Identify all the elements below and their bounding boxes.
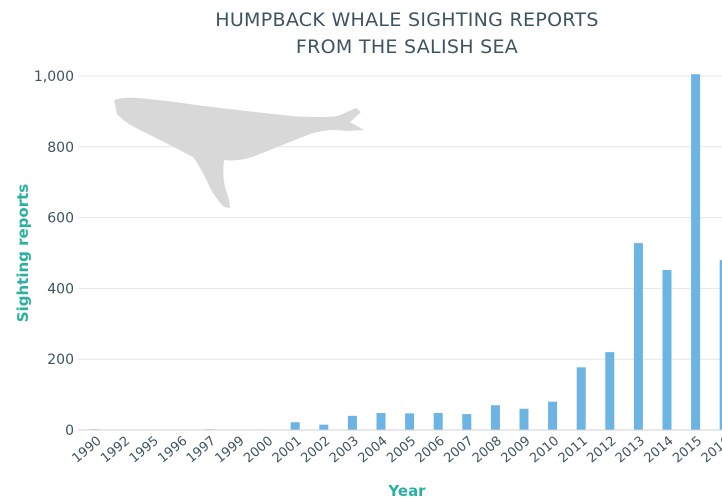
x-axis-ticks: 1990199219951996199719992000200120022003… — [70, 434, 722, 467]
x-tick-label: 1992 — [98, 434, 133, 467]
x-tick-label: 2015 — [670, 434, 705, 467]
x-tick-label: 2012 — [584, 434, 619, 467]
x-tick-label: 2006 — [413, 434, 448, 467]
bar — [719, 260, 722, 430]
bar — [462, 414, 472, 430]
bar — [691, 74, 701, 430]
y-tick-label: 400 — [47, 281, 74, 297]
bar — [576, 367, 586, 430]
bar — [433, 413, 443, 430]
x-tick-label: 2009 — [499, 434, 534, 467]
x-tick-label: 2004 — [356, 434, 391, 467]
bar — [605, 352, 615, 430]
x-tick-label: 2016 — [699, 434, 722, 467]
x-tick-label: 1997 — [184, 434, 219, 467]
x-tick-label: 2013 — [613, 434, 648, 467]
bar — [405, 413, 415, 430]
bars — [90, 74, 722, 431]
bar — [633, 243, 643, 430]
x-axis-label: Year — [387, 482, 426, 499]
y-axis-label: Sighting reports — [14, 184, 32, 322]
bar — [319, 424, 329, 430]
x-tick-label: 1996 — [155, 434, 190, 467]
x-tick-label: 1999 — [213, 434, 248, 467]
x-tick-label: 2003 — [327, 434, 362, 467]
bar — [290, 422, 300, 430]
bar — [662, 269, 672, 430]
y-tick-label: 1,000 — [34, 69, 74, 85]
x-tick-label: 2014 — [642, 434, 677, 467]
y-tick-label: 200 — [47, 352, 74, 368]
x-tick-label: 2002 — [298, 434, 333, 467]
chart-title-line-2: FROM THE SALISH SEA — [296, 36, 518, 58]
bar — [490, 405, 500, 430]
bar — [548, 401, 558, 430]
y-tick-label: 800 — [47, 140, 74, 156]
whale-silhouette — [114, 97, 364, 208]
x-tick-label: 2008 — [470, 434, 505, 467]
y-axis-ticks: 0 200 400 600 800 1,000 — [34, 69, 74, 439]
x-tick-label: 2010 — [527, 434, 562, 467]
bar — [376, 413, 386, 430]
y-tick-label: 600 — [47, 211, 74, 227]
x-tick-label: 1995 — [127, 434, 162, 467]
x-tick-label: 2001 — [270, 434, 305, 467]
y-tick-label: 0 — [65, 423, 74, 439]
x-tick-label: 1990 — [70, 434, 105, 467]
bar — [347, 415, 357, 430]
x-tick-label: 2005 — [384, 434, 419, 467]
x-tick-label: 2000 — [241, 434, 276, 467]
x-tick-label: 2011 — [556, 434, 591, 467]
bar — [519, 408, 529, 430]
chart-title-line-1: HUMPBACK WHALE SIGHTING REPORTS — [215, 9, 598, 31]
x-tick-label: 2007 — [441, 434, 476, 467]
humpback-whale-icon — [114, 97, 364, 208]
